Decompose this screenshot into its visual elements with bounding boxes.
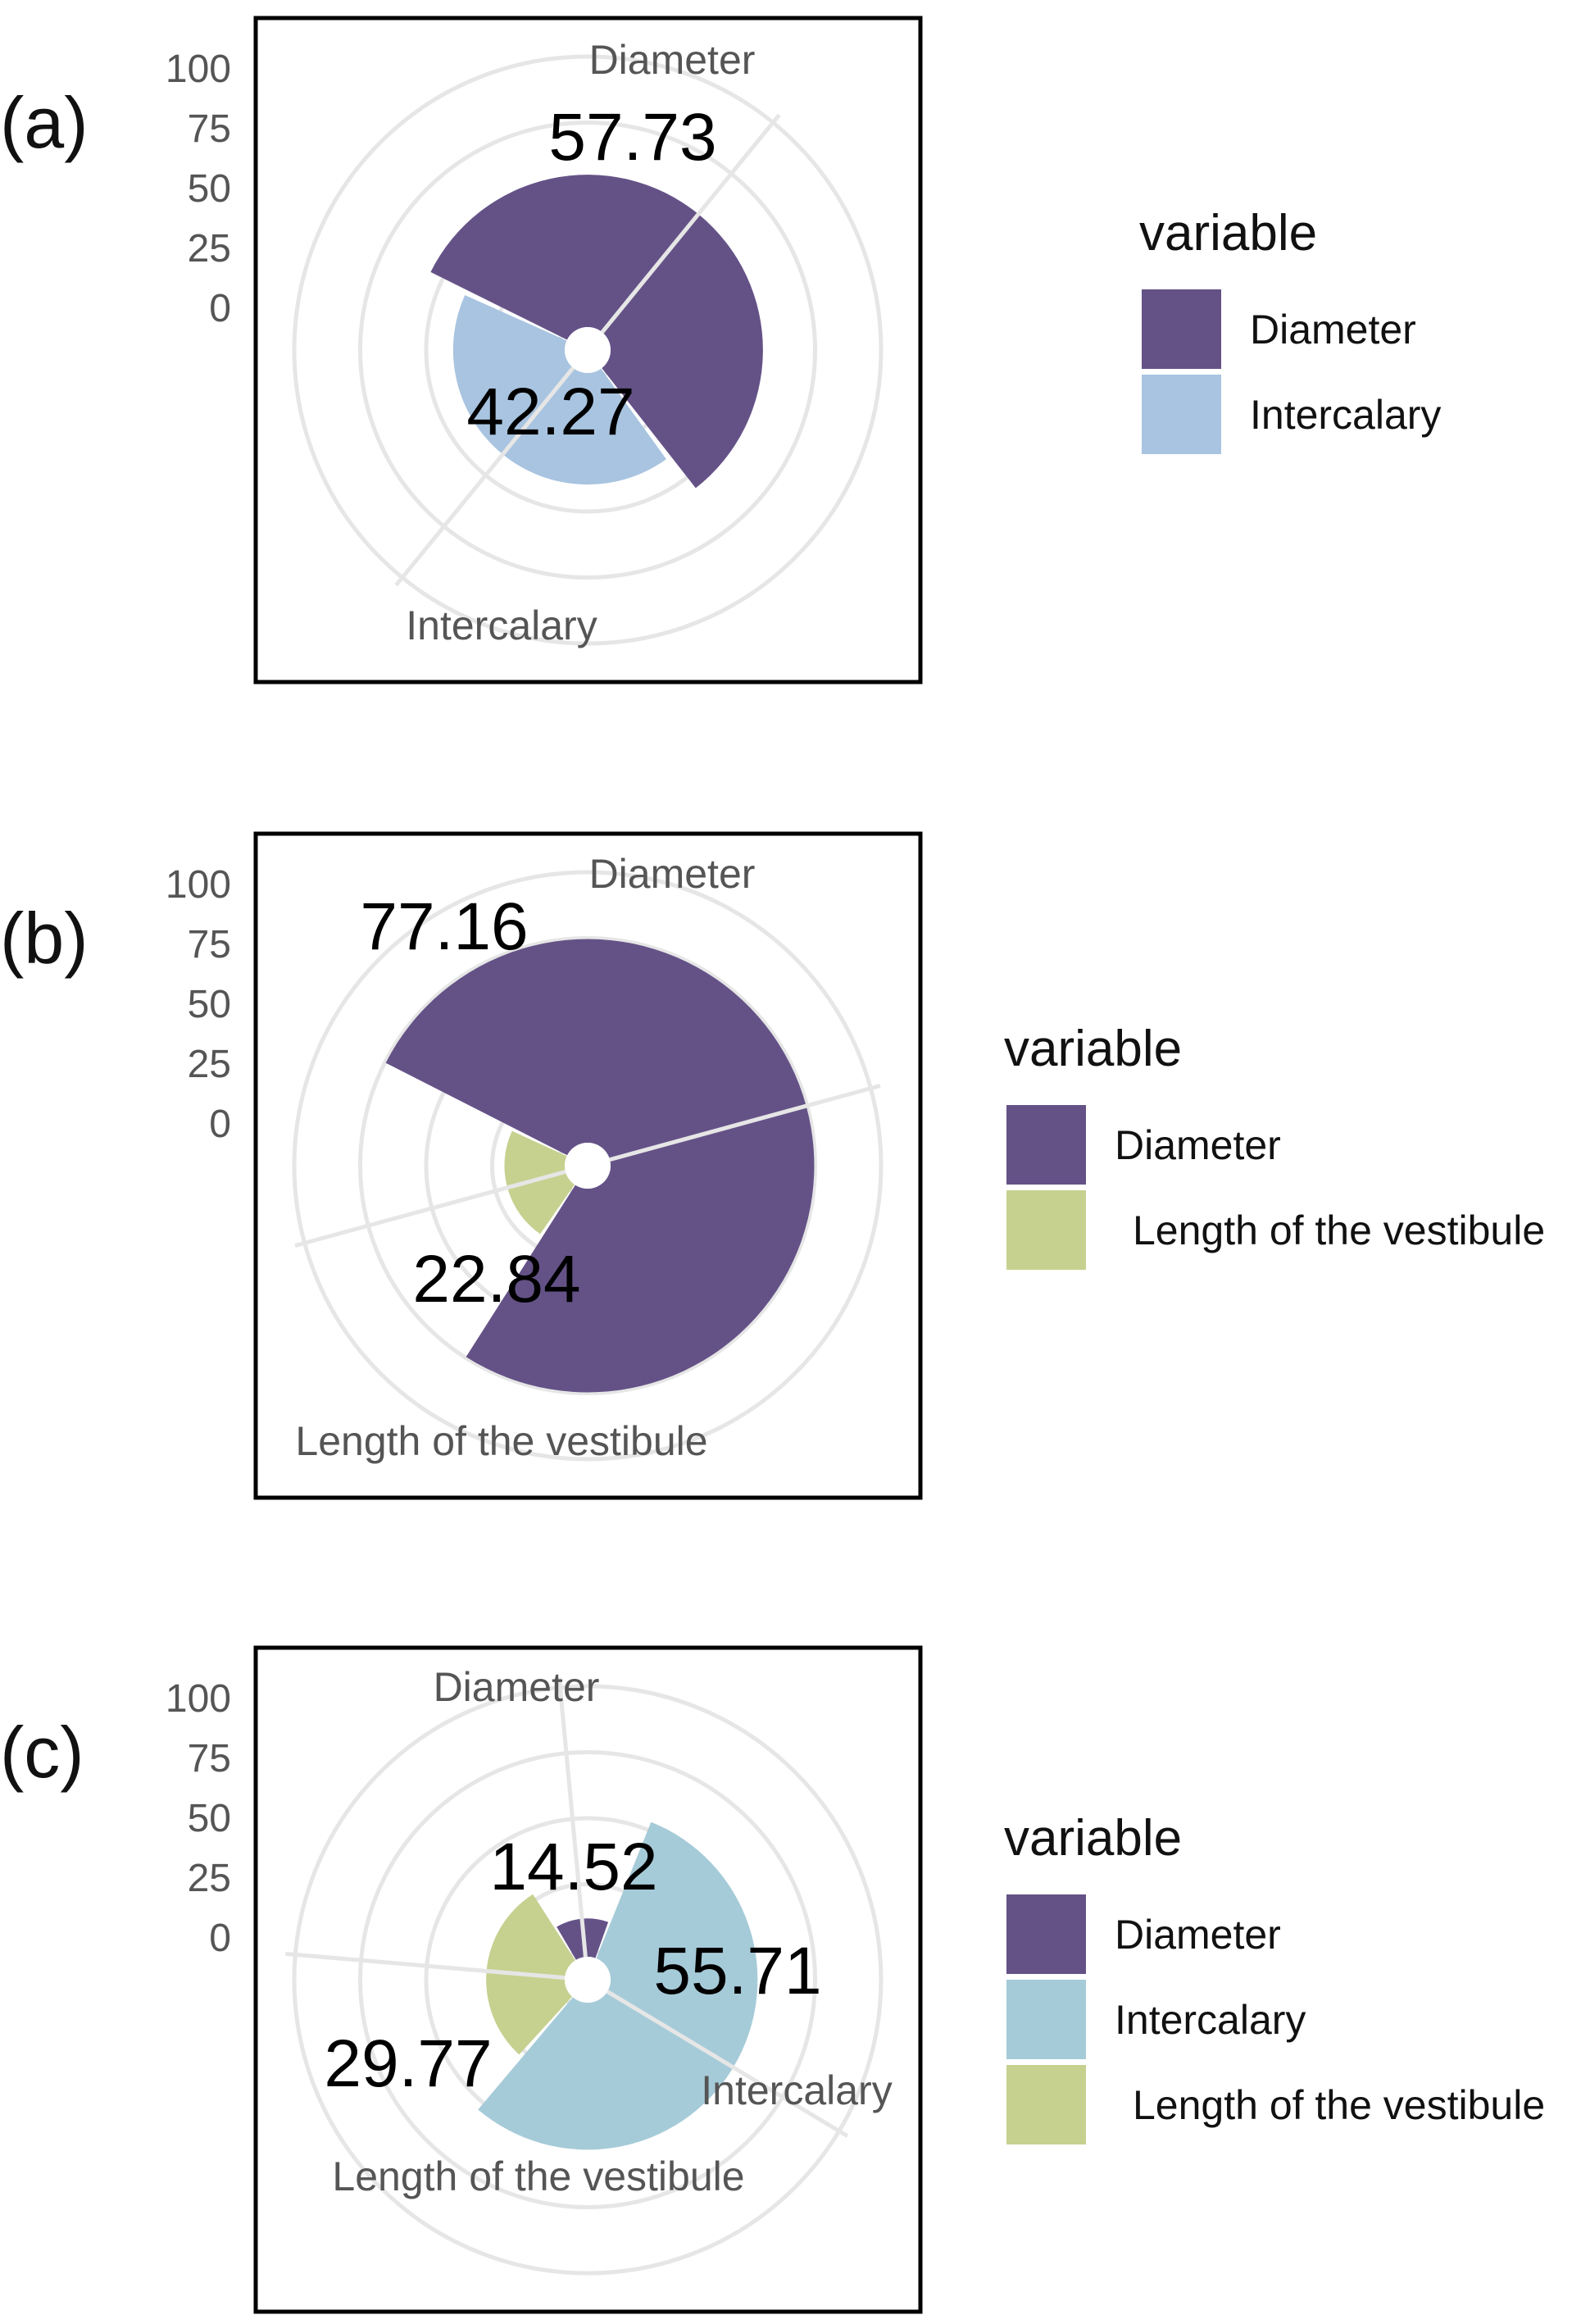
category-axis-label: Diameter [589,851,756,897]
value-label: 29.77 [324,2026,492,2101]
center-hole [565,327,611,373]
legend-swatch [1006,1105,1086,1185]
value-label: 77.16 [360,889,528,964]
radial-tick-label: 100 [166,48,231,91]
category-axis-label: Intercalary [406,603,597,648]
legend-entry-label: Length of the vestibule [1133,2082,1545,2128]
panel-label: (b) [0,898,89,979]
grid-circle [358,1750,817,2209]
category-axis-label: Length of the vestibule [295,1418,707,1464]
radial-tick-label: 25 [188,227,231,271]
sector-intercalary [452,294,666,485]
legend-entry-label: Intercalary [1250,392,1441,438]
chart-panel-3: (c) 0 25 50 75 100 Diameter Intercalary Length o… [0,1645,1545,2314]
sector-length-of-the-vestibule [504,1130,575,1235]
category-axis-label: Diameter [589,37,756,83]
legend-swatch [1006,1894,1086,1974]
plot-frame [253,1645,923,2314]
axis-line [609,1084,881,1162]
legend-swatch [1006,2065,1086,2144]
grid-circle [292,1684,884,2276]
radial-tick-label: 100 [166,1677,231,1721]
legend-swatch [1142,375,1221,454]
legend-entry-label: Length of the vestibule [1133,1207,1545,1253]
radial-tick-label: 50 [188,983,231,1026]
axis-line [285,1951,566,1981]
value-label: 22.84 [412,1242,580,1317]
plot-frame [253,16,923,684]
grid-circle [358,936,817,1395]
radial-tick-label: 75 [188,923,231,966]
legend: variable Diameter Intercalary Length of the… [1004,1810,1545,2144]
axis-line [294,1169,566,1248]
category-axis-label: Length of the vestibule [332,2153,744,2199]
plot-frame [253,831,923,1500]
radial-tick-label: 75 [188,1737,231,1781]
radial-tick-label: 75 [188,107,231,151]
legend-entry-label: Diameter [1115,1912,1281,1958]
legend-title: variable [1139,205,1317,262]
sector-diameter [430,175,763,489]
legend: variable Diameter Intercalary [1139,205,1441,454]
radial-tick-label: 0 [209,1917,231,1960]
sector-intercalary [478,1821,758,2150]
value-label: 57.73 [548,100,716,175]
value-label: 14.52 [489,1830,657,1904]
grid-circle [358,121,817,580]
category-axis-label: Diameter [434,1664,600,1710]
radial-tick-label: 50 [188,167,231,211]
legend-title: variable [1004,1810,1182,1867]
value-label: 42.27 [466,375,634,449]
legend: variable Diameter Length of the vestibule [1004,1021,1545,1270]
legend-swatch [1006,1190,1086,1270]
radial-tick-label: 100 [166,863,231,907]
chart-panel-2: (b) 0 25 50 75 100 Diameter Length of the vesti… [0,831,1545,1500]
panel-label: (c) [0,1712,84,1793]
sector-diameter [385,939,815,1393]
chart-panel-1: (a) 0 25 50 75 100 Diameter Intercalary 57.73 42.… [0,16,1441,684]
value-label: 55.71 [653,1934,821,2008]
axis-line [600,113,781,334]
grid-circle [292,54,884,646]
panel-label: (a) [0,82,89,163]
center-hole [565,1143,611,1189]
radial-tick-label: 25 [188,1043,231,1086]
grid-circle [292,870,884,1462]
legend-swatch [1142,289,1221,369]
radial-tick-label: 0 [209,1103,231,1146]
axis-line [394,366,575,587]
axis-line [606,1990,849,2138]
axis-line [557,1677,588,1958]
legend-entry-label: Diameter [1250,307,1416,352]
legend-title: variable [1004,1021,1182,1077]
legend-swatch [1006,1980,1086,2059]
legend-entry-label: Diameter [1115,1122,1281,1168]
radial-tick-label: 50 [188,1797,231,1840]
center-hole [565,1957,611,2003]
radial-tick-label: 0 [209,287,231,330]
legend-entry-label: Intercalary [1115,1997,1306,2043]
category-axis-label: Intercalary [701,2067,892,2113]
radial-tick-label: 25 [188,1857,231,1900]
